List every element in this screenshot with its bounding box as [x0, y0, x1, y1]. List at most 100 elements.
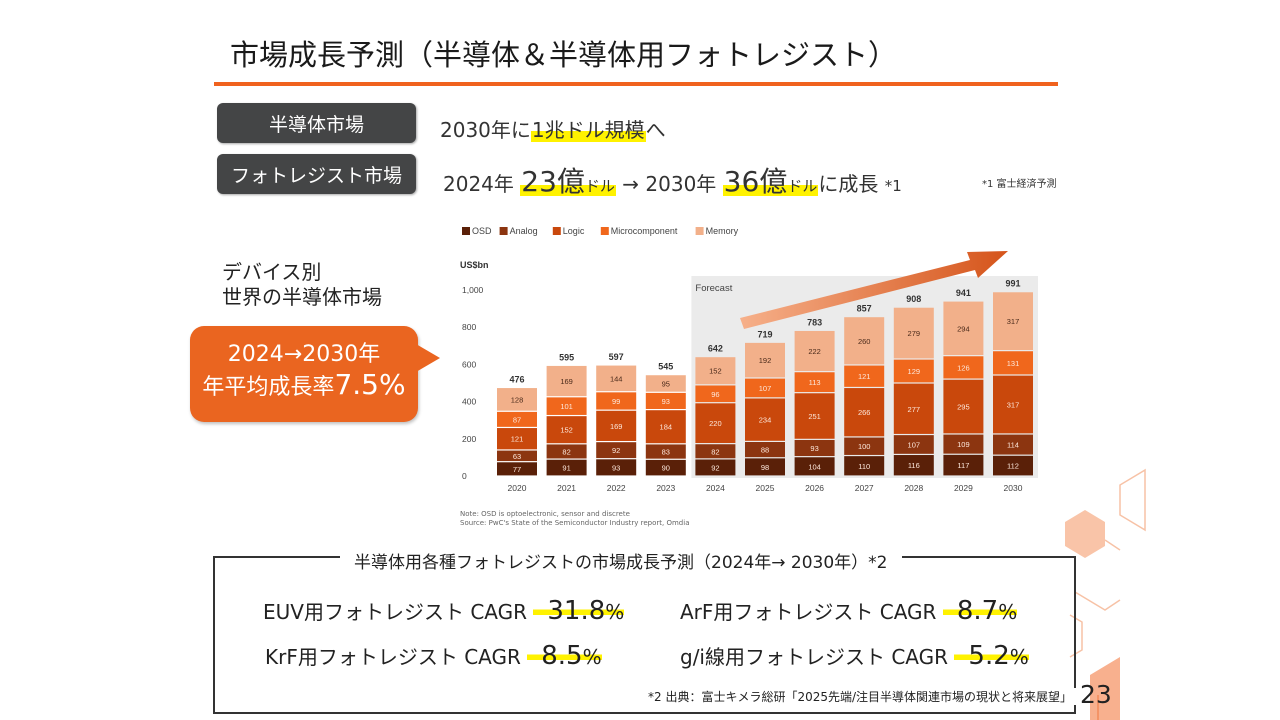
bar-value-label: 129: [908, 367, 921, 376]
bar-value-label: 83: [662, 448, 670, 457]
bar-segment-memory-2021: [546, 365, 587, 397]
legend-label-microcomponent: Microcomponent: [611, 226, 678, 236]
bar-segment-osd-2024: [695, 459, 736, 476]
x-tick-label: 2029: [954, 483, 973, 493]
device-label-line1: デバイス別: [222, 260, 322, 284]
legend-swatch-logic: [552, 227, 561, 235]
bar-segment-memory-2025: [745, 342, 785, 378]
bar-segment-analog-2029: [943, 434, 984, 454]
bar-value-label: 121: [858, 372, 871, 381]
bar-value-label: 131: [1007, 359, 1020, 368]
bar-total-label: 719: [757, 329, 772, 339]
bar-segment-memory-2028: [893, 307, 934, 359]
semiconductor-market-summary: 2030年に1兆ドル規模へ: [440, 114, 666, 143]
bar-segment-analog-2028: [893, 435, 934, 454]
bar-segment-microcomponent-2023: [645, 392, 686, 409]
cagr-unit: %: [605, 600, 625, 624]
x-tick-label: 2021: [557, 483, 576, 493]
bar-value-label: 82: [562, 447, 570, 456]
legend-swatch-analog: [499, 227, 508, 235]
bar-segment-logic-2028: [893, 383, 934, 434]
x-tick-label: 2024: [706, 483, 725, 493]
bar-segment-logic-2024: [695, 403, 736, 444]
bar-value-label: 93: [662, 397, 670, 406]
summary-suffix: へ: [645, 118, 666, 142]
arrow-text: →: [615, 172, 646, 196]
bar-value-label: 169: [560, 377, 573, 386]
year-2030: 2030年: [645, 172, 717, 196]
bar-total-label: 857: [857, 304, 872, 314]
legend-label-osd: OSD: [472, 226, 492, 236]
cagr-item-arf: ArF用フォトレジスト CAGR 8.7%: [680, 596, 1018, 626]
cagr-label: KrF用フォトレジスト CAGR: [265, 645, 521, 669]
cagr-label: g/i線用フォトレジスト CAGR: [680, 645, 949, 669]
cagr-unit: %: [1009, 645, 1029, 669]
bar-segment-logic-2026: [794, 393, 835, 439]
legend-swatch-memory: [695, 227, 704, 235]
value-2030: 36億: [723, 165, 788, 198]
bar-segment-microcomponent-2029: [943, 356, 984, 379]
bar-segment-memory-2023: [645, 375, 686, 392]
cagr-source-footnote: *2 出典：富士キメラ総研「2025先端/注目半導体関連市場の現状と将来展望」: [648, 688, 1077, 705]
bar-total-label: 595: [559, 352, 574, 362]
bar-segment-logic-2021: [546, 416, 587, 444]
y-tick-label: 200: [462, 434, 476, 444]
bar-value-label: 152: [709, 367, 722, 376]
bar-value-label: 104: [808, 462, 821, 471]
bar-segment-analog-2030: [993, 434, 1033, 455]
slide-title: 市場成長予測（半導体＆半導体用フォトレジスト）: [230, 38, 898, 72]
callout-label: 年平均成長率: [202, 375, 335, 400]
bar-value-label: 63: [513, 452, 521, 461]
bar-segment-microcomponent-2021: [546, 397, 587, 415]
cagr-unit: %: [998, 600, 1018, 624]
forecast-label: Forecast: [695, 283, 732, 294]
bar-total-label: 908: [906, 294, 921, 304]
device-market-label: デバイス別 世界の半導体市場: [222, 260, 382, 310]
x-tick-label: 2026: [805, 483, 824, 493]
x-tick-label: 2022: [607, 483, 626, 493]
bar-segment-analog-2020: [497, 450, 537, 462]
unit-2030: ドル: [787, 177, 818, 195]
bar-segment-osd-2022: [596, 459, 637, 476]
cagr-unit: %: [582, 645, 602, 669]
bar-value-label: 279: [908, 329, 921, 338]
cagr-box-title: 半導体用各種フォトレジストの市場成長予測（2024年→ 2030年）*2: [340, 548, 902, 573]
y-axis-label: US$bn: [460, 260, 489, 270]
bar-segment-logic-2025: [745, 398, 785, 441]
bar-value-label: 82: [711, 447, 719, 456]
bar-total-label: 941: [956, 288, 971, 298]
bar-value-label: 96: [711, 390, 719, 399]
cagr-value: 31.8: [547, 596, 606, 626]
bar-value-label: 126: [957, 363, 970, 372]
semiconductor-market-chart: OSD Analog Logic Microcomponent Memory US$bn F…: [450, 218, 1050, 528]
bar-segment-microcomponent-2025: [745, 378, 785, 398]
bar-value-label: 260: [858, 337, 871, 346]
bar-segment-microcomponent-2028: [893, 359, 934, 383]
hexagon-decoration: [1065, 468, 1146, 720]
bar-segment-osd-2030: [993, 455, 1033, 476]
bar-value-label: 222: [808, 347, 821, 356]
bar-value-label: 266: [858, 408, 871, 417]
legend-swatch-microcomponent: [600, 227, 609, 235]
bar-segment-memory-2029: [943, 301, 984, 356]
x-tick-label: 2020: [508, 483, 527, 493]
bar-value-label: 116: [908, 461, 920, 470]
cagr-item-euv: EUV用フォトレジスト CAGR 31.8%: [263, 596, 625, 626]
bar-value-label: 152: [560, 426, 573, 435]
bar-segment-analog-2021: [546, 444, 587, 459]
bar-value-label: 93: [612, 463, 620, 472]
bar-value-label: 169: [610, 422, 623, 431]
value-2024: 23億: [521, 165, 585, 198]
bar-value-label: 107: [908, 440, 921, 449]
bar-total-label: 476: [509, 374, 524, 384]
bar-value-label: 234: [759, 416, 772, 425]
cagr-callout: 2024→2030年 年平均成長率7.5%: [190, 326, 440, 422]
chart-source-text: Source: PwC's State of the Semiconductor…: [460, 519, 690, 527]
y-tick-label: 400: [462, 397, 476, 407]
legend-swatch-osd: [462, 227, 470, 235]
bar-value-label: 277: [908, 405, 921, 414]
device-label-line2: 世界の半導体市場: [222, 285, 382, 309]
bar-segment-analog-2025: [745, 442, 785, 458]
bar-segment-microcomponent-2022: [596, 392, 637, 410]
bar-value-label: 117: [957, 461, 969, 470]
